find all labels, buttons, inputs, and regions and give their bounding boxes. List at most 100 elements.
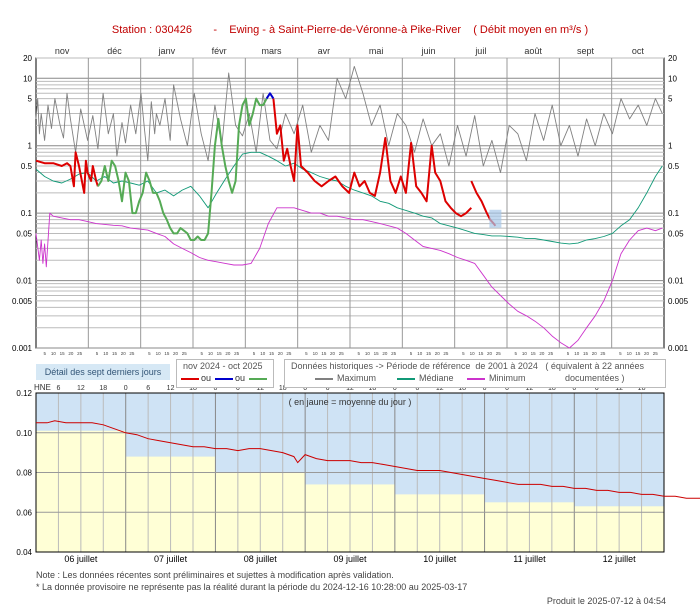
detail-label-text: Détail des sept derniers jours bbox=[44, 367, 162, 377]
detail-hour-tick: 12 bbox=[526, 385, 534, 392]
annual-ytick-right: 0.001 bbox=[668, 344, 689, 353]
annual-day-tick: 25 bbox=[443, 351, 449, 356]
annual-ytick-left: 0.005 bbox=[12, 297, 33, 306]
annual-day-tick: 5 bbox=[148, 351, 151, 356]
annual-day-tick: 10 bbox=[208, 351, 214, 356]
annual-ytick-left: 5 bbox=[28, 95, 33, 104]
annual-day-tick: 10 bbox=[522, 351, 528, 356]
detail-hour-tick: 18 bbox=[369, 385, 377, 392]
detail-frame bbox=[35, 392, 665, 553]
detail-hour-tick: 12 bbox=[77, 385, 85, 392]
annual-day-tick: 15 bbox=[112, 351, 118, 356]
legend-min-swatch bbox=[467, 378, 485, 380]
annual-day-tick: 5 bbox=[253, 351, 256, 356]
annual-day-tick: 10 bbox=[470, 351, 476, 356]
annual-day-tick: 10 bbox=[51, 351, 57, 356]
annual-day-tick: 25 bbox=[286, 351, 292, 356]
annual-day-tick: 15 bbox=[635, 351, 641, 356]
legend-historical: Données historiques -> Période de référe… bbox=[284, 359, 666, 388]
annual-month-label: avr bbox=[318, 46, 331, 56]
footer-note-2: * La donnée provisoire ne représente pas… bbox=[36, 582, 468, 592]
annual-day-tick: 20 bbox=[539, 351, 545, 356]
detail-hour-tick: 6 bbox=[415, 385, 419, 392]
detail-hour-tz: HNE bbox=[34, 383, 51, 392]
annual-ytick-right: 0.01 bbox=[668, 277, 684, 286]
annual-day-tick: 5 bbox=[305, 351, 308, 356]
annual-day-tick: 20 bbox=[278, 351, 284, 356]
annual-day-tick: 5 bbox=[200, 351, 203, 356]
detail-hour-tick: 12 bbox=[256, 385, 264, 392]
annual-ytick-left: 20 bbox=[23, 54, 32, 63]
detail-hour-tick: 6 bbox=[236, 385, 240, 392]
detail-ytick: 0.08 bbox=[16, 469, 32, 478]
annual-month-label: janv bbox=[158, 46, 176, 56]
legend-blue-swatch bbox=[215, 378, 233, 380]
detail-hour-tick: 6 bbox=[326, 385, 330, 392]
annual-day-tick: 5 bbox=[96, 351, 99, 356]
annual-day-tick: 20 bbox=[173, 351, 179, 356]
legend-green-swatch bbox=[249, 378, 267, 380]
detail-ytick: 0.12 bbox=[16, 389, 32, 398]
detail-hour-tick: 18 bbox=[458, 385, 466, 392]
annual-day-tick: 15 bbox=[478, 351, 484, 356]
annual-series-line-minimum bbox=[35, 207, 663, 349]
legend-hist-label: Données historiques -> Période de référe… bbox=[291, 361, 644, 371]
legend-med-swatch bbox=[397, 378, 415, 380]
annual-day-tick: 25 bbox=[600, 351, 606, 356]
annual-ytick-left: 0.01 bbox=[16, 277, 32, 286]
annual-day-tick: 15 bbox=[164, 351, 170, 356]
annual-series-line-current-3 bbox=[35, 151, 99, 194]
annual-day-tick: 25 bbox=[496, 351, 502, 356]
detail-hour-tick: 6 bbox=[56, 385, 60, 392]
annual-day-tick: 20 bbox=[121, 351, 127, 356]
legend-current: nov 2024 - oct 2025 ou ou bbox=[176, 359, 274, 388]
legend-max-swatch bbox=[315, 378, 333, 380]
annual-day-tick: 25 bbox=[339, 351, 345, 356]
annual-ytick-right: 0.5 bbox=[668, 162, 680, 171]
detail-hour-tick: 0 bbox=[572, 385, 576, 392]
annual-day-tick: 15 bbox=[583, 351, 589, 356]
annual-month-label: oct bbox=[632, 46, 645, 56]
detail-hour-tick: 18 bbox=[638, 385, 646, 392]
detail-hour-tick: 12 bbox=[615, 385, 623, 392]
chart-title: Station : 030426 - Ewing - à Saint-Pierr… bbox=[111, 24, 589, 36]
annual-series-line-current-4 bbox=[97, 97, 268, 241]
annual-day-tick: 20 bbox=[644, 351, 650, 356]
annual-ytick-left: 0.5 bbox=[21, 162, 33, 171]
annual-day-tick: 25 bbox=[182, 351, 188, 356]
annual-day-tick: 20 bbox=[225, 351, 231, 356]
annual-day-tick: 10 bbox=[417, 351, 423, 356]
detail-hour-tick: 12 bbox=[346, 385, 354, 392]
annual-ytick-right: 0.05 bbox=[668, 229, 684, 238]
annual-month-label: juil bbox=[474, 46, 486, 56]
detail-annotation: ( en jaune = moyenne du jour ) bbox=[289, 397, 412, 407]
annual-day-tick: 5 bbox=[43, 351, 46, 356]
legend-minimum: Minimum bbox=[489, 373, 526, 383]
annual-month-label: déc bbox=[107, 46, 122, 56]
annual-day-tick: 25 bbox=[77, 351, 83, 356]
detail-hour-tick: 18 bbox=[279, 385, 287, 392]
annual-last-week-marker bbox=[489, 209, 502, 228]
annual-day-tick: 10 bbox=[103, 351, 109, 356]
detail-hour-tick: 0 bbox=[303, 385, 307, 392]
annual-day-tick: 25 bbox=[129, 351, 135, 356]
detail-hour-tick: 18 bbox=[99, 385, 107, 392]
annual-ytick-right: 0.1 bbox=[668, 209, 680, 218]
annual-month-label: août bbox=[524, 46, 542, 56]
detail-hour-tick: 12 bbox=[167, 385, 175, 392]
annual-day-tick: 5 bbox=[514, 351, 517, 356]
annual-day-tick: 5 bbox=[410, 351, 413, 356]
detail-hour-tick: 0 bbox=[483, 385, 487, 392]
annual-day-tick: 20 bbox=[330, 351, 336, 356]
detail-day-label: 11 juillet bbox=[513, 554, 546, 564]
detail-day-label: 06 juillet bbox=[64, 554, 98, 564]
annual-ytick-left: 10 bbox=[23, 74, 32, 83]
annual-day-tick: 15 bbox=[531, 351, 537, 356]
annual-day-tick: 15 bbox=[217, 351, 223, 356]
annual-ytick-left: 0.001 bbox=[12, 344, 33, 353]
annual-day-tick: 10 bbox=[365, 351, 371, 356]
detail-day-label: 09 juillet bbox=[333, 554, 367, 564]
annual-day-tick: 10 bbox=[313, 351, 319, 356]
annual-day-tick: 15 bbox=[60, 351, 66, 356]
annual-ytick-left: 1 bbox=[28, 142, 33, 151]
